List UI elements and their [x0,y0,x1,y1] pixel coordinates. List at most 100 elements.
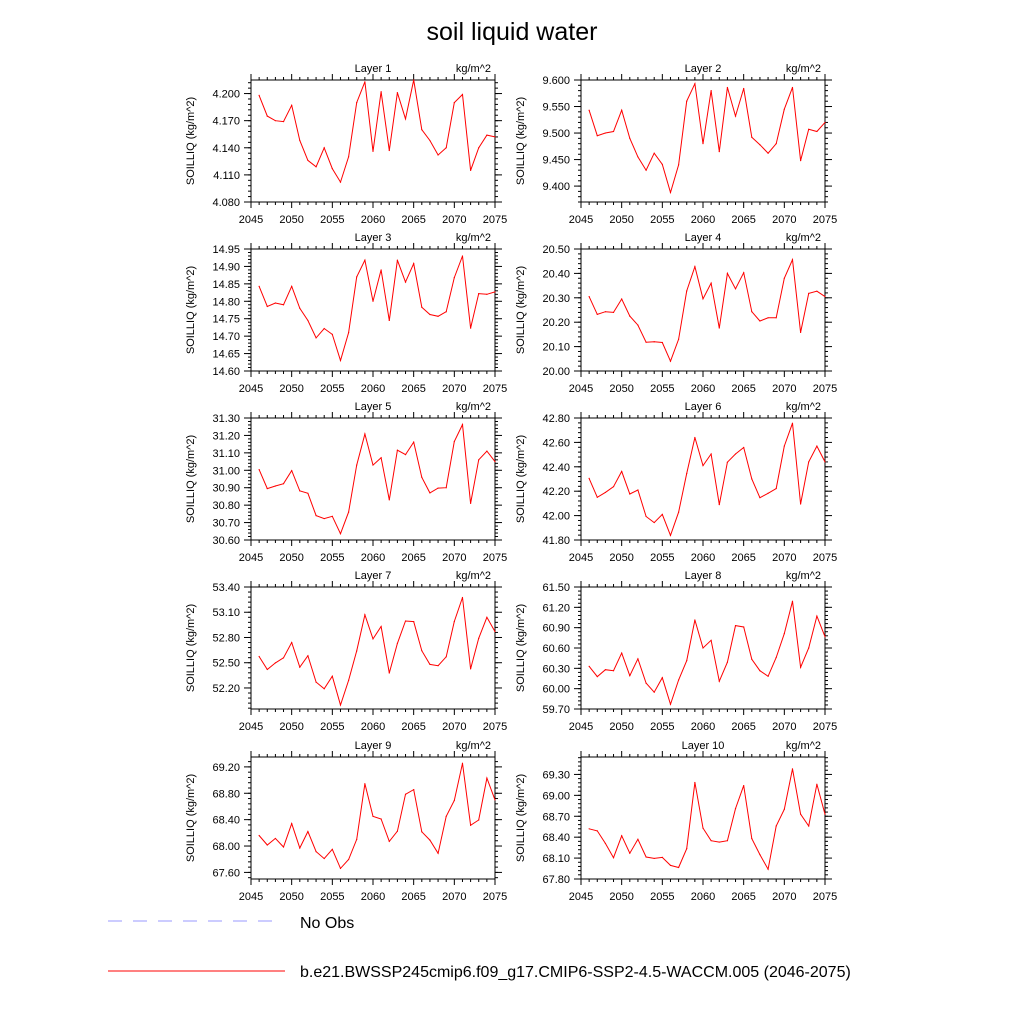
x-tick-label: 2060 [361,552,385,564]
data-point [453,620,455,623]
data-point [445,311,447,313]
data-point [331,675,333,677]
series-line [588,423,826,537]
data-point [429,313,431,316]
data-point [266,305,268,308]
data-point [743,87,745,90]
data-point [388,319,390,322]
panel-units: kg/m^2 [456,63,491,75]
x-tick-label: 2055 [320,552,344,564]
data-point [372,638,374,640]
chart-panel-8: Layer 8 kg/m^2 SOILLIQ (kg/m^2) 2045 2050 205… [515,570,837,733]
x-tick-label: 2060 [691,383,715,395]
data-point [478,147,480,149]
y-tick-label: 14.90 [212,261,240,273]
data-point [315,337,317,339]
series-line [588,81,826,195]
data-point [759,670,761,672]
data-point [702,827,704,829]
panel-units: kg/m^2 [786,740,821,752]
y-tick-label: 20.20 [542,317,570,329]
y-tick-label: 14.75 [212,314,240,326]
panels-grid: Layer 1 kg/m^2 SOILLIQ (kg/m^2) 2045 2050 205… [185,63,837,903]
data-point [702,143,704,145]
data-point [437,665,439,667]
chart-panel-10: Layer 10 kg/m^2 SOILLIQ (kg/m^2) 2045 2050 20… [515,740,837,903]
data-point [404,620,407,622]
data-point [372,464,374,466]
x-tick-label: 2045 [569,891,593,903]
data-point [388,840,390,843]
plot-frame [580,756,826,880]
data-point [348,511,350,513]
data-point [404,118,407,120]
data-point [612,486,615,488]
data-point [453,276,455,279]
y-tick-label: 52.20 [212,683,240,695]
x-tick-label: 2075 [483,552,507,564]
x-tick-label: 2055 [650,214,674,226]
y-axis-label: SOILLIQ (kg/m^2) [185,774,197,862]
chart-panel-3: Layer 3 kg/m^2 SOILLIQ (kg/m^2) 2045 2050 205… [185,232,507,395]
plot-frame [250,756,496,880]
panel-title: Layer 3 [355,232,392,244]
x-tick-label: 2060 [691,721,715,733]
data-point [621,470,623,473]
data-point [645,169,647,171]
data-point [743,272,745,274]
data-point [461,424,464,426]
data-point [258,468,260,471]
data-point [494,136,496,138]
data-point [588,828,590,830]
data-point [824,636,826,638]
data-point [339,181,342,183]
series-line [588,768,826,871]
data-point [478,819,480,821]
y-axis-label: SOILLIQ (kg/m^2) [515,604,527,692]
data-point [494,291,496,293]
y-tick-label: 30.80 [212,500,240,512]
data-point [604,311,607,313]
data-point [388,672,390,674]
data-point [299,666,301,668]
data-point [637,658,639,660]
y-tick-label: 20.10 [542,342,570,354]
chart-panel-2: Layer 2 kg/m^2 SOILLIQ (kg/m^2) 2045 2050 205… [515,63,837,226]
data-point [396,259,398,261]
data-point [266,844,268,846]
data-point [767,675,769,677]
x-tick-label: 2050 [279,552,303,564]
panel-title: Layer 1 [355,63,392,75]
x-tick-label: 2075 [813,552,837,564]
data-point [621,298,623,300]
y-tick-label: 31.00 [212,465,240,477]
panel-units: kg/m^2 [456,740,491,752]
data-point [331,515,333,517]
data-point [743,784,745,787]
x-tick-label: 2055 [320,721,344,733]
y-tick-label: 14.95 [212,244,240,256]
data-point [816,445,818,447]
data-point [380,91,382,93]
data-point [413,620,415,623]
data-point [669,703,672,705]
plot-frame [580,248,826,372]
data-point [404,793,407,795]
data-point [694,436,696,439]
data-point [791,259,794,261]
data-point [307,319,309,322]
data-point [694,83,696,85]
data-point [824,813,826,815]
data-point [678,679,680,681]
x-tick-label: 2045 [239,214,263,226]
data-point [445,656,447,658]
data-point [421,650,423,652]
y-tick-label: 4.170 [212,116,240,128]
data-point [470,169,472,171]
data-point [702,464,704,467]
data-point [315,166,317,168]
data-point [734,453,737,455]
x-tick-label: 2045 [239,383,263,395]
data-point [588,477,590,479]
data-point [339,533,342,535]
